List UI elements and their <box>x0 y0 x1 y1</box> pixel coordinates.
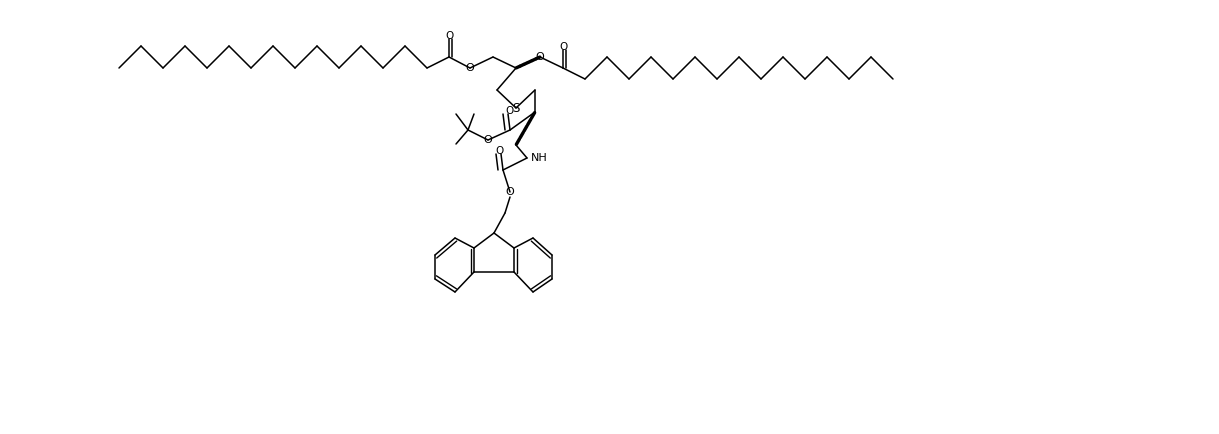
Text: NH: NH <box>531 153 547 163</box>
Text: O: O <box>506 187 514 197</box>
Text: O: O <box>466 63 474 73</box>
Text: O: O <box>505 106 513 116</box>
Text: O: O <box>560 42 568 52</box>
Text: O: O <box>446 31 455 41</box>
Text: O: O <box>484 135 492 145</box>
Text: S: S <box>512 102 519 115</box>
Text: O: O <box>535 52 545 62</box>
Text: O: O <box>496 146 505 156</box>
